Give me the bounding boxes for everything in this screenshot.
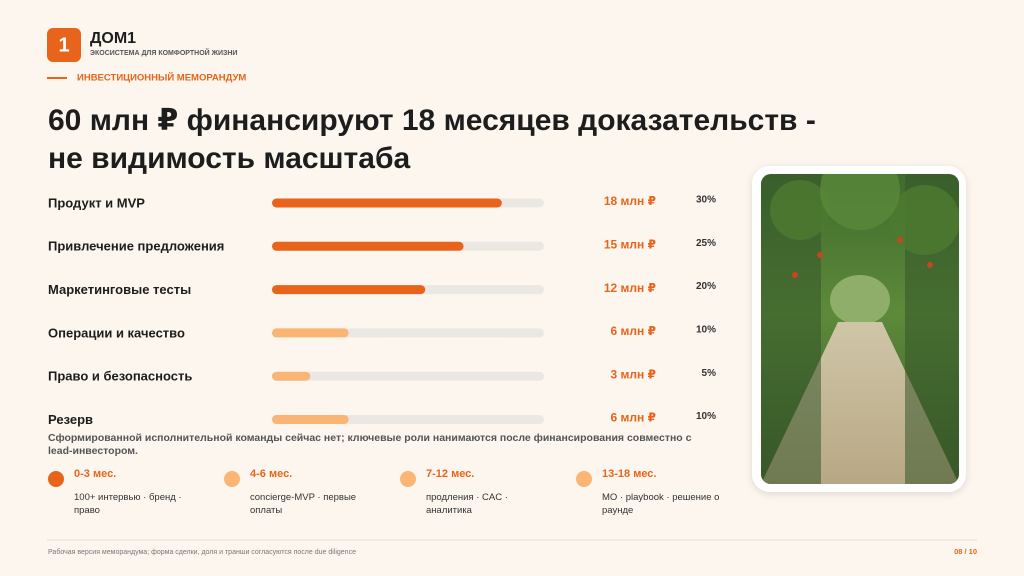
tagline: ЭКОСИСТЕМА ДЛЯ КОМФОРТНОЙ ЖИЗНИ [90,48,237,57]
bar [272,328,349,338]
share-label: 25% [696,238,716,249]
timeline-text: 100+ интервью · бренд · право [74,492,182,516]
category-label: Резерв [48,412,93,427]
bar [272,371,311,381]
bar [272,415,349,424]
category-label: Продукт и MVP [48,195,145,210]
title-line: не видимость масштаба [48,142,410,175]
footer-text: Рабочая версия меморандума; форма сделки… [48,548,356,556]
bar [272,285,426,295]
note: Сформированной исполнительной команды се… [48,432,692,457]
bar [272,241,464,251]
title-line: 60 млн ₽ финансируют 18 месяцев доказате… [48,104,816,137]
value-label: 15 млн ₽ [604,237,656,251]
timeline-dot [400,471,416,487]
category-label: Операции и качество [48,325,185,340]
value-label: 6 млн ₽ [611,324,656,338]
share-label: 5% [702,368,717,379]
timeline-period: 4-6 мес. [250,468,292,480]
share-label: 30% [696,195,716,206]
timeline-period: 13-18 мес. [602,468,656,480]
value-label: 6 млн ₽ [611,411,656,425]
share-label: 20% [696,281,716,292]
logo-box [47,28,81,62]
category-label: Маркетинговые тесты [48,282,191,297]
value-label: 12 млн ₽ [604,281,656,295]
section-label: ИНВЕСТИЦИОННЫЙ МЕМОРАНДУМ [77,72,246,84]
timeline-text: concierge-MVP · первые оплаты [250,492,357,516]
share-label: 10% [696,411,716,422]
timeline-dot [576,471,592,487]
timeline-text: продления · CAC · аналитика [426,492,508,516]
bar-track [272,371,544,381]
share-label: 10% [696,325,716,336]
timeline-period: 0-3 мес. [74,468,116,480]
timeline-text: MO · playbook · решение о раунде [602,492,720,516]
value-label: 3 млн ₽ [611,367,656,381]
brand: ДОМ1 [90,30,136,47]
timeline-period: 7-12 мес. [426,468,474,480]
category-label: Привлечение предложения [48,239,224,254]
category-label: Право и безопасность [48,369,192,384]
logo-text: 1 [58,34,69,56]
value-label: 18 млн ₽ [604,194,656,208]
photo-card [752,166,966,492]
bar [272,198,502,208]
timeline-dot [224,471,240,487]
timeline-dot [48,471,64,487]
page-number: 08 / 10 [954,547,977,556]
